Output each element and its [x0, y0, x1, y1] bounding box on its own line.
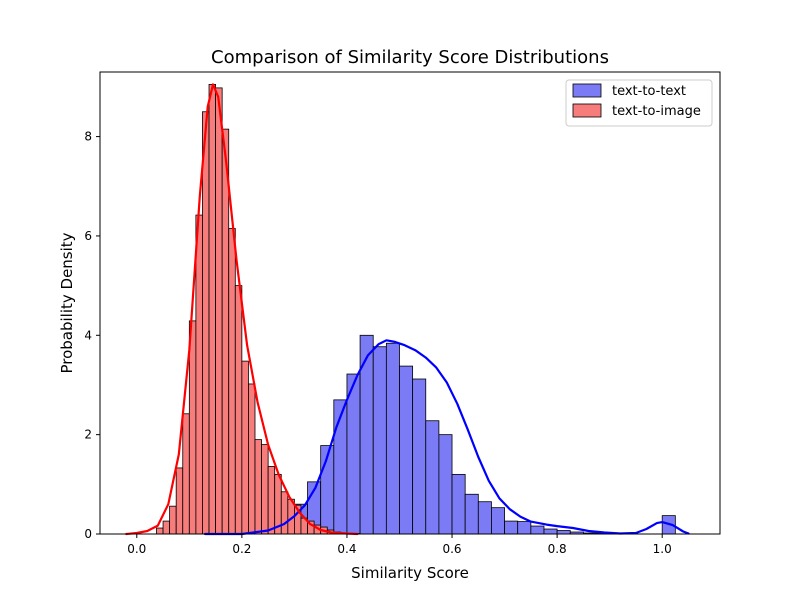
x-tick-label: 0.0 [127, 542, 146, 556]
bar-text-to-image [176, 468, 183, 534]
bar-text-to-image [235, 286, 242, 534]
legend-label-text-to-image: text-to-image [612, 104, 701, 119]
bar-text-to-text [373, 347, 386, 534]
bar-text-to-image [209, 84, 216, 534]
x-tick-label: 0.2 [232, 542, 251, 556]
y-axis-label: Probability Density [58, 232, 76, 373]
bar-text-to-image [189, 321, 196, 534]
x-tick-label: 0.8 [548, 542, 567, 556]
legend: text-to-text text-to-image [566, 80, 712, 126]
bar-text-to-text [334, 400, 347, 534]
bar-text-to-image [202, 112, 209, 534]
bar-text-to-text [426, 421, 439, 534]
bar-text-to-text [465, 494, 478, 534]
legend-swatch-text-to-text [573, 84, 601, 97]
bar-text-to-image [242, 361, 249, 534]
bar-text-to-image [262, 445, 269, 534]
bar-text-to-image [163, 521, 170, 534]
bar-text-to-text [491, 508, 504, 534]
y-tick-label: 6 [84, 229, 92, 243]
chart-title: Comparison of Similarity Score Distribut… [211, 47, 609, 68]
bar-text-to-image [170, 506, 177, 534]
bar-text-to-text [386, 343, 399, 534]
bar-text-to-text [505, 521, 518, 534]
bar-text-to-text [452, 474, 465, 534]
bar-text-to-text [347, 374, 360, 534]
bar-text-to-text [544, 529, 557, 534]
y-tick-label: 8 [84, 130, 92, 144]
bar-text-to-image [196, 215, 203, 534]
y-tick-label: 2 [84, 428, 92, 442]
legend-label-text-to-text: text-to-text [612, 84, 686, 99]
bar-text-to-image [156, 528, 163, 534]
bar-text-to-text [531, 526, 544, 534]
bar-text-to-image [183, 414, 190, 534]
bar-text-to-image [281, 492, 288, 534]
bar-text-to-image [216, 88, 223, 534]
x-tick-label: 0.6 [442, 542, 461, 556]
bar-text-to-image [255, 440, 262, 534]
legend-swatch-text-to-image [573, 104, 601, 117]
bar-text-to-image [248, 384, 255, 534]
bar-text-to-text [557, 531, 570, 534]
x-tick-label: 1.0 [653, 542, 672, 556]
y-tick-label: 0 [84, 527, 92, 541]
y-tick-label: 4 [84, 328, 92, 342]
x-tick-label: 0.4 [337, 542, 356, 556]
x-axis-label: Similarity Score [351, 564, 469, 582]
bar-text-to-text [439, 435, 452, 534]
bar-text-to-image [268, 466, 275, 534]
bar-text-to-image [222, 129, 229, 534]
bar-text-to-text [399, 366, 412, 534]
bar-text-to-text [518, 522, 531, 534]
bar-text-to-text [413, 379, 426, 534]
bar-text-to-text [478, 502, 491, 534]
bar-text-to-image [229, 228, 236, 534]
